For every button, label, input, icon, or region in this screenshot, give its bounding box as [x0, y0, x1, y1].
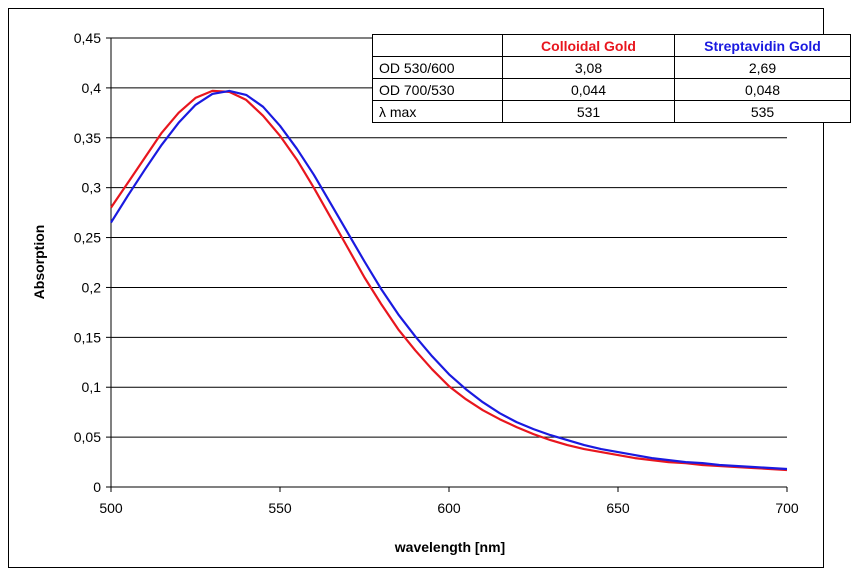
series-line-colloidal-gold [110, 89, 788, 472]
y-tick-label: 0,35 [74, 130, 101, 146]
x-tick-label: 650 [606, 500, 630, 516]
y-tick-label: 0,3 [82, 180, 102, 196]
table-cell: 3,08 [502, 56, 675, 79]
y-tick-label: 0,2 [82, 279, 102, 295]
stats-table: Colloidal Gold Streptavidin Gold OD 530/… [372, 34, 851, 123]
table-cell: 531 [502, 100, 675, 123]
series-line-streptavidin-gold [110, 89, 788, 471]
x-axis-title: wavelength [nm] [394, 539, 505, 555]
table-row: OD 530/600 3,08 2,69 [372, 56, 851, 79]
y-tick-label: 0,4 [82, 80, 102, 96]
y-tick-label: 0,15 [74, 329, 101, 345]
table-row-label: OD 530/600 [372, 56, 503, 79]
table-cell: 0,048 [674, 78, 851, 101]
x-tick-label: 550 [268, 500, 292, 516]
table-row: OD 700/530 0,044 0,048 [372, 78, 851, 101]
tick-labels: 0 0,05 0,1 0,15 0,2 0,25 0,3 0,35 0,4 0,45 500 550 6… [74, 30, 799, 516]
table-header-colloidal-gold: Colloidal Gold [502, 34, 675, 57]
x-tick-label: 500 [99, 500, 123, 516]
y-tick-label: 0,1 [82, 379, 102, 395]
y-tick-label: 0,45 [74, 30, 101, 46]
table-header-streptavidin-gold: Streptavidin Gold [674, 34, 851, 57]
table-row-label: λ max [372, 100, 503, 123]
table-cell: 2,69 [674, 56, 851, 79]
table-header-cell [372, 34, 503, 57]
y-tick-label: 0 [93, 479, 101, 495]
table-cell: 0,044 [502, 78, 675, 101]
x-tick-label: 700 [775, 500, 799, 516]
y-axis-title: Absorption [31, 225, 47, 300]
table-row: λ max 531 535 [372, 100, 851, 123]
x-tick-label: 600 [437, 500, 461, 516]
series-lines [110, 89, 788, 472]
y-tick-label: 0,25 [74, 230, 101, 246]
table-cell: 535 [674, 100, 851, 123]
axes [106, 37, 788, 492]
table-header-row: Colloidal Gold Streptavidin Gold [372, 34, 851, 57]
table-row-label: OD 700/530 [372, 78, 503, 101]
y-tick-label: 0,05 [74, 429, 101, 445]
